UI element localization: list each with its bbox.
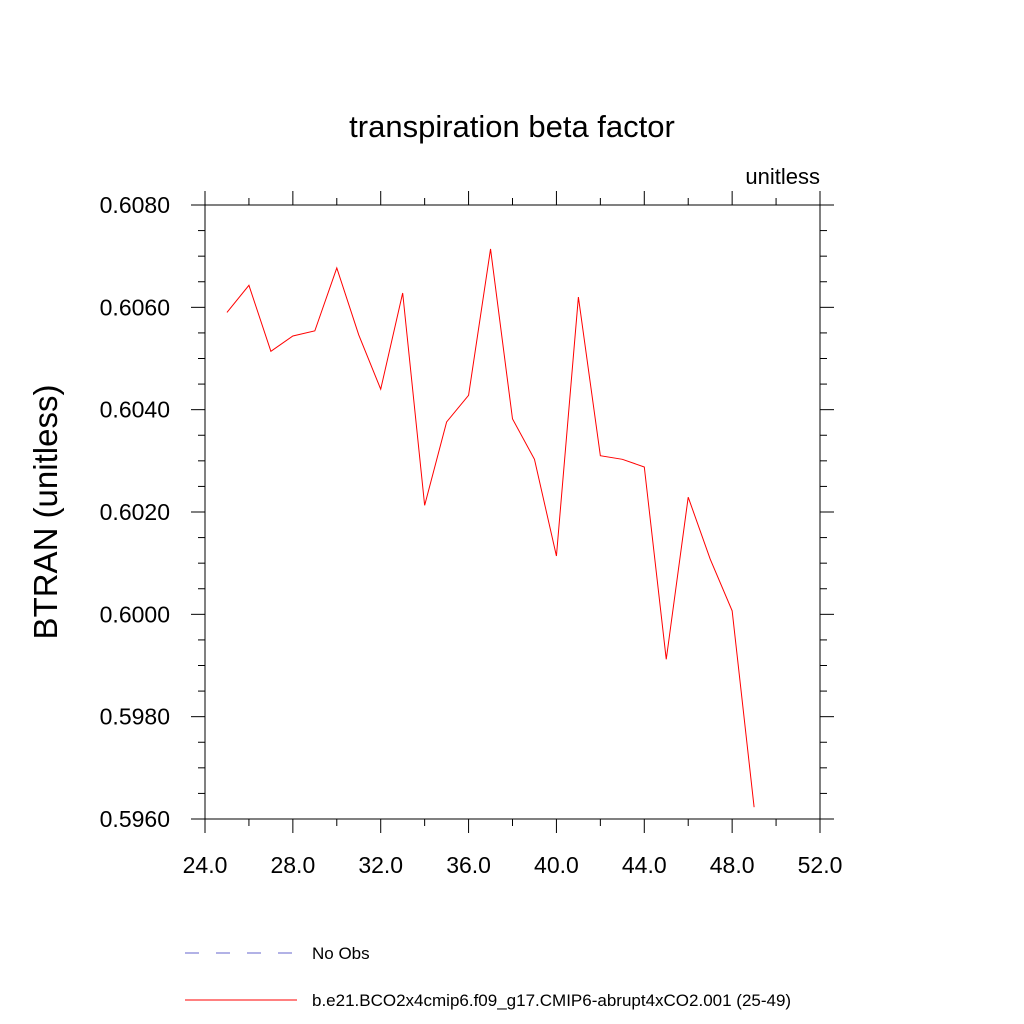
- x-tick-label: 28.0: [270, 852, 315, 878]
- plot-frame: [204, 204, 821, 820]
- chart-title: transpiration beta factor: [349, 109, 675, 144]
- series-group: [226, 248, 755, 808]
- y-tick-label: 0.5960: [100, 806, 170, 832]
- legend-label-model: b.e21.BCO2x4cmip6.f09_g17.CMIP6-abrupt4x…: [312, 991, 791, 1010]
- x-tick-label: 36.0: [446, 852, 491, 878]
- x-tick-label: 32.0: [358, 852, 403, 878]
- y-tick-label: 0.6080: [100, 192, 170, 218]
- legend-label-no-obs: No Obs: [312, 944, 370, 963]
- legend: No Obs b.e21.BCO2x4cmip6.f09_g17.CMIP6-a…: [185, 944, 791, 1010]
- x-tick-labels: 24.0 28.0 32.0 36.0 40.0 44.0 48.0 52.0: [183, 852, 843, 878]
- y-tick-label: 0.5980: [100, 704, 170, 730]
- y-tick-label: 0.6060: [100, 294, 170, 320]
- y-tick-label: 0.6040: [100, 397, 170, 423]
- y-axis-label: BTRAN (unitless): [27, 385, 64, 640]
- x-tick-label: 24.0: [183, 852, 228, 878]
- y-tick-label: 0.6020: [100, 499, 170, 525]
- x-tick-label: 52.0: [798, 852, 843, 878]
- y-tick-labels: 0.5960 0.5980 0.6000 0.6020 0.6040 0.6060 0.60…: [100, 192, 170, 832]
- x-tick-label: 44.0: [622, 852, 667, 878]
- axis-ticks: [191, 191, 834, 833]
- series-line: [226, 248, 755, 808]
- x-tick-label: 40.0: [534, 852, 579, 878]
- y-tick-label: 0.6000: [100, 601, 170, 627]
- x-tick-label: 48.0: [710, 852, 755, 878]
- units-label: unitless: [745, 164, 820, 189]
